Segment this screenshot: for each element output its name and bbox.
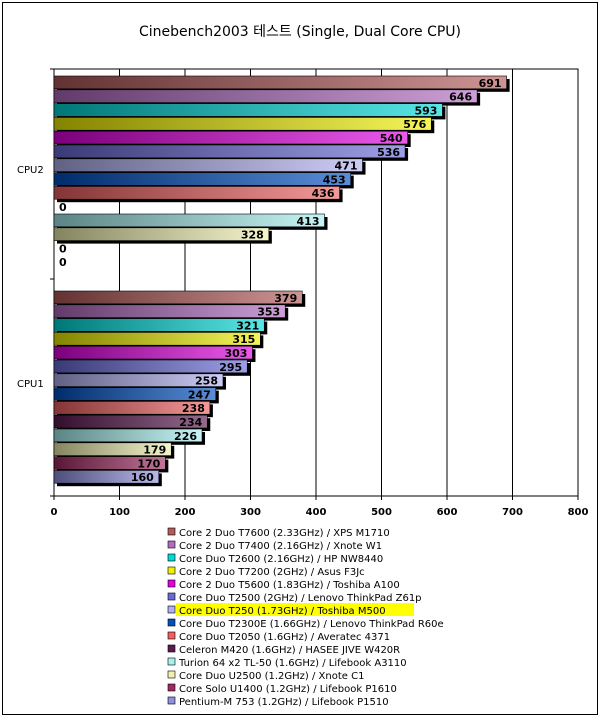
data-label: 258 — [195, 375, 218, 388]
legend-swatch — [167, 540, 176, 549]
legend-entry: Core Duo T2300E (1.66GHz) / Lenovo Think… — [179, 619, 444, 630]
data-label: 303 — [224, 347, 247, 360]
legend-swatch — [167, 527, 176, 536]
data-label: 379 — [274, 292, 297, 305]
bar — [53, 227, 270, 241]
data-label: 247 — [188, 388, 211, 401]
data-label: 315 — [232, 333, 255, 346]
bar — [53, 89, 478, 103]
x-tick-label: 600 — [437, 507, 458, 518]
legend-entry: Core Duo U2500 (1.2GHz) / Xnote C1 — [179, 671, 364, 682]
data-label: 540 — [380, 132, 403, 145]
data-label: 160 — [131, 471, 154, 484]
x-tick-label: 500 — [371, 507, 392, 518]
category-label: CPU1 — [17, 379, 44, 390]
data-label: 234 — [179, 416, 202, 429]
data-label: 436 — [312, 187, 335, 200]
bar — [53, 117, 432, 131]
bar — [53, 470, 160, 484]
data-label: 536 — [377, 146, 400, 159]
data-label: 453 — [323, 173, 346, 186]
data-label: 328 — [241, 229, 264, 242]
legend-swatch — [167, 618, 176, 627]
bar — [53, 456, 166, 470]
legend-swatch — [167, 683, 176, 692]
bars: 6916465935765405364714534360413328003793… — [53, 75, 510, 487]
data-label: 576 — [403, 118, 426, 131]
category-label: CPU2 — [17, 165, 44, 176]
legend-entry: Core Duo T2500 (2GHz) / Lenovo ThinkPad … — [179, 593, 422, 604]
bar — [53, 213, 325, 228]
bar — [53, 345, 253, 360]
legend-entry: Core Duo T2600 (2.16GHz) / HP NW8440 — [179, 554, 383, 565]
x-tick-label: 200 — [175, 507, 196, 518]
legend-swatch — [167, 553, 176, 562]
chart-title: Cinebench2003 테스트 (Single, Dual Core CPU… — [139, 24, 461, 40]
legend-entry: Celeron M420 (1.6GHz) / HASEE JIVE W420R — [179, 645, 400, 656]
bar — [53, 103, 443, 117]
x-tick-label: 300 — [240, 507, 261, 518]
chart-svg: Cinebench2003 테스트 (Single, Dual Core CPU… — [17, 24, 589, 708]
bar — [53, 130, 409, 145]
bar — [53, 359, 248, 374]
bar — [53, 414, 208, 429]
data-label: 0 — [59, 242, 67, 255]
data-label: 179 — [143, 444, 166, 457]
legend-swatch — [167, 696, 176, 705]
bar — [53, 332, 261, 346]
bar — [53, 75, 507, 90]
legend-entry: Core Duo T2050 (1.6GHz) / Averatec 4371 — [179, 632, 390, 643]
legend-entry: Core Solo U1400 (1.2GHz) / Lifebook P161… — [179, 684, 397, 695]
bar — [53, 304, 286, 318]
data-label: 0 — [59, 201, 67, 214]
x-tick-label: 400 — [306, 507, 327, 518]
legend-entry: Core Duo T250 (1.73GHz) / Toshiba M500 — [179, 606, 386, 617]
bar — [53, 158, 363, 172]
x-tick-label: 100 — [109, 507, 130, 518]
data-label: 295 — [219, 361, 242, 374]
bar — [53, 428, 203, 443]
x-tick-label: 700 — [502, 507, 523, 518]
data-label: 413 — [297, 215, 320, 228]
data-label: 170 — [137, 457, 160, 470]
data-label: 226 — [174, 430, 197, 443]
x-tick-label: 800 — [568, 507, 589, 518]
data-label: 471 — [335, 160, 358, 173]
legend-highlight — [176, 603, 414, 616]
axes: CPU2 CPU1 0 100 200 300 400 500 600 700 800 — [17, 68, 589, 518]
bar — [53, 172, 352, 186]
legend-swatch — [167, 631, 176, 640]
data-label: 646 — [449, 91, 472, 104]
legend-entry: Core 2 Duo T5600 (1.83GHz) / Toshiba A10… — [179, 580, 400, 591]
legend: Core 2 Duo T7600 (2.33GHz) / XPS M1710 Co… — [167, 527, 444, 708]
legend-swatch — [167, 644, 176, 653]
bar — [53, 318, 265, 332]
x-tick-label: 0 — [51, 507, 58, 518]
bar — [53, 401, 211, 415]
data-label: 691 — [479, 77, 502, 90]
data-label: 593 — [414, 104, 437, 117]
bar — [53, 144, 406, 159]
legend-swatch — [167, 579, 176, 588]
data-label: 321 — [236, 319, 259, 332]
legend-entry: Turion 64 x2 TL-50 (1.6GHz) / Lifebook A… — [178, 658, 407, 669]
bar — [53, 442, 172, 456]
bar — [53, 186, 340, 200]
legend-swatch — [167, 605, 176, 614]
legend-swatch — [167, 592, 176, 601]
legend-swatch — [167, 657, 176, 666]
bar — [53, 290, 303, 305]
legend-entry: Core 2 Duo T7600 (2.33GHz) / XPS M1710 — [179, 528, 390, 539]
data-label: 238 — [182, 402, 205, 415]
bar — [53, 373, 224, 387]
bar — [53, 387, 217, 401]
legend-swatch — [167, 566, 176, 575]
legend-entry: Core 2 Duo T7400 (2.16GHz) / Xnote W1 — [179, 541, 382, 552]
legend-swatch — [167, 670, 176, 679]
data-label: 353 — [257, 306, 280, 319]
legend-entry: Pentium-M 753 (1.2GHz) / Lifebook P1510 — [179, 697, 389, 708]
legend-entry: Core 2 Duo T7200 (2GHz) / Asus F3Jc — [179, 567, 365, 578]
data-label: 0 — [59, 256, 67, 269]
